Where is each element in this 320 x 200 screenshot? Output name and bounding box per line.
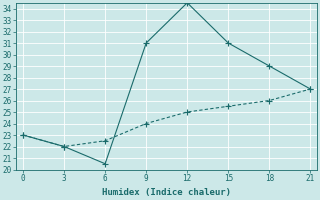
X-axis label: Humidex (Indice chaleur): Humidex (Indice chaleur): [102, 188, 231, 197]
